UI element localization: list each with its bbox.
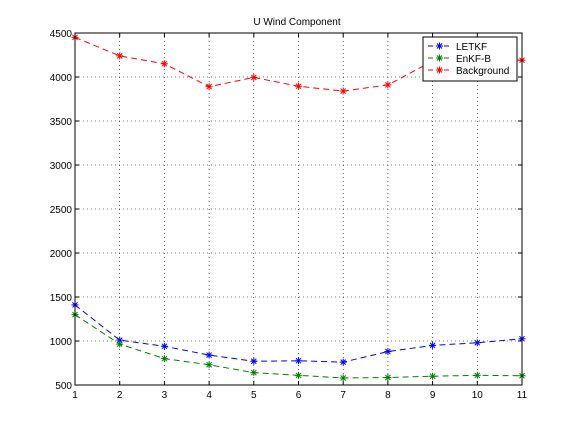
legend-label-letkf: LETKF: [456, 42, 487, 53]
data-point-letkf: [339, 358, 347, 366]
data-point-enkf-b: [116, 340, 124, 348]
data-point-enkf-b: [473, 371, 481, 379]
y-tick-label: 2500: [50, 205, 73, 216]
data-point-background: [116, 52, 124, 60]
x-tick-label: 10: [472, 390, 484, 401]
data-point-background: [205, 83, 213, 91]
x-tick-label: 6: [296, 390, 302, 401]
legend-label-enkf-b: EnKF-B: [456, 54, 491, 65]
data-point-enkf-b: [429, 372, 437, 380]
x-tick-label: 9: [430, 390, 436, 401]
data-point-enkf-b: [384, 374, 392, 382]
x-tick-label: 1: [72, 390, 78, 401]
data-point-letkf: [295, 357, 302, 365]
data-point-letkf: [429, 341, 437, 349]
data-point-letkf: [160, 342, 168, 350]
x-tick-label: 5: [251, 390, 257, 401]
chart-title: U Wind Component: [253, 17, 340, 28]
data-point-letkf: [250, 357, 258, 365]
data-point-background: [250, 73, 258, 81]
grid: [75, 33, 522, 385]
y-tick-label: 1000: [50, 337, 73, 348]
x-tick-label: 3: [162, 390, 168, 401]
x-tick-label: 4: [206, 390, 212, 401]
data-point-enkf-b: [250, 369, 258, 377]
x-tick-label: 7: [340, 390, 346, 401]
axes: 1 2 3 4 5 6 7 8 9 10 11 500 1000 1500 2000 2500 3000 3500…: [50, 29, 528, 401]
plot-frame: [74, 32, 523, 386]
data-point-letkf: [205, 351, 213, 359]
data-point-background: [339, 87, 347, 95]
x-tick-label: 11: [517, 390, 528, 401]
legend-label-background: Background: [456, 66, 509, 77]
y-tick-label: 1500: [50, 293, 73, 304]
y-tick-label: 4000: [50, 73, 73, 84]
x-tick-label: 2: [117, 390, 123, 401]
y-tick-label: 2000: [50, 249, 73, 260]
y-tick-label: 3500: [50, 117, 73, 128]
y-tick-label: 3000: [50, 161, 73, 172]
data-point-enkf-b: [160, 355, 168, 363]
data-point-background: [160, 60, 168, 68]
legend-marker-enkf-b: [436, 54, 443, 62]
data-point-background: [384, 81, 392, 89]
y-tick-label: 500: [55, 381, 72, 392]
data-point-background: [295, 82, 302, 90]
data-point-letkf: [473, 339, 481, 347]
data-point-enkf-b: [339, 374, 347, 382]
legend-marker-background: [436, 66, 443, 74]
x-tick-label: 8: [385, 390, 391, 401]
legend-marker-letkf: [436, 42, 443, 50]
y-tick-label: 4500: [50, 29, 73, 40]
data-point-letkf: [384, 348, 392, 356]
data-point-enkf-b: [295, 371, 302, 379]
data-point-enkf-b: [205, 361, 213, 369]
